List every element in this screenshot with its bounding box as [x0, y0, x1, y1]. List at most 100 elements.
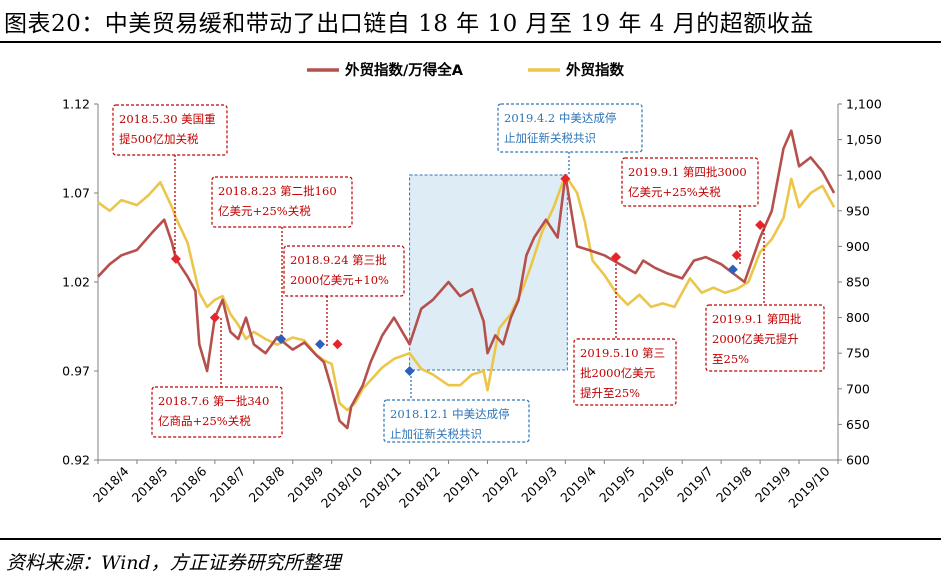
annotation-text: 2018.8.23 第二批160 [218, 184, 337, 198]
legend: 外贸指数/万得全A 外贸指数 [307, 61, 624, 79]
y-tick-right-label: 750 [846, 346, 870, 361]
annotation-text: 亿美元+25%关税 [628, 185, 721, 199]
chart-title: 图表20：中美贸易缓和带动了出口链自 18 年 10 月至 19 年 4 月的超… [4, 11, 814, 37]
annotation-frame [573, 338, 677, 406]
x-tick-label: 2018/6 [168, 463, 210, 505]
x-tick-label: 2018/4 [90, 463, 132, 505]
y-ticks-left: 0.92 0.97 1.02 1.07 1.12 [62, 97, 98, 468]
x-tick-label: 2018/7 [207, 464, 249, 506]
x-tick-label: 2019/7 [674, 464, 716, 506]
annotation-box: 2018.9.24 第三批 2000亿美元+10% [283, 245, 405, 297]
y-tick-left-label: 0.97 [62, 364, 90, 379]
event-marker [332, 339, 343, 350]
event-marker [611, 252, 621, 263]
x-tick-label: 2018/10 [318, 463, 365, 510]
event-marker [731, 250, 742, 261]
annotation-text: 2018.5.30 美国重 [119, 112, 216, 126]
annotation-text: 批2000亿美元 [580, 366, 656, 380]
legend-label-series2: 外贸指数 [566, 61, 624, 79]
source-rule [0, 538, 941, 540]
annotation-frame [705, 304, 825, 372]
y-tick-left-label: 1.02 [62, 275, 90, 290]
annotation-frame [151, 386, 283, 438]
y-tick-right-label: 1,100 [846, 97, 882, 112]
y-tick-right-label: 800 [846, 310, 870, 325]
annotation-text: 亿美元+25%关税 [218, 204, 311, 218]
event-marker [170, 253, 181, 264]
event-marker [727, 264, 738, 275]
y-tick-right-label: 900 [846, 239, 870, 254]
y-tick-left-label: 1.12 [62, 97, 90, 112]
series-lines [97, 129, 836, 430]
x-tick-label: 2018/8 [246, 463, 288, 505]
annotation-box: 2018.7.6 第一批340 亿商品+25%关税 [151, 386, 283, 438]
y-tick-left-label: 1.07 [62, 186, 90, 201]
x-tick-label: 2019/6 [635, 463, 677, 505]
series-line-ratio [97, 129, 836, 430]
annotation-box: 2019.9.1 第四批3000 亿美元+25%关税 [621, 157, 759, 207]
x-tick-label: 2019/3 [518, 464, 560, 506]
annotation-text: 止加征新关税共识 [390, 427, 482, 441]
legend-label-series1: 外贸指数/万得全A [345, 61, 464, 79]
series-line-index [97, 173, 836, 412]
annotation-text: 2019.9.1 第四批3000 [628, 165, 747, 179]
event-markers [170, 173, 766, 376]
x-ticks: 2018/42018/52018/62018/72018/82018/92018… [90, 460, 839, 511]
annotation-text: 2019.9.1 第四批 [712, 312, 802, 326]
source-note: 资料来源：Wind，方正证券研究所整理 [6, 552, 341, 574]
x-tick-label: 2019/10 [785, 463, 832, 510]
x-tick-label: 2019/8 [713, 463, 755, 505]
x-tick-label: 2019/5 [596, 464, 638, 506]
title-rule [0, 41, 941, 43]
x-tick-label: 2018/5 [129, 464, 171, 506]
x-tick-label: 2018/11 [357, 464, 404, 511]
y-tick-right-label: 950 [846, 203, 870, 218]
annotation-frame [621, 157, 759, 207]
annotation-frame [283, 245, 405, 297]
annotation-text: 至25% [712, 352, 749, 366]
event-marker [315, 339, 325, 350]
y-tick-right-label: 850 [846, 275, 870, 290]
chart: 0.92 0.97 1.02 1.07 1.12 600 650 700 750 800 850 9… [62, 61, 882, 511]
annotation-text: 2019.5.10 第三 [580, 346, 665, 360]
x-tick-label: 2019/4 [557, 463, 599, 505]
shaded-period [409, 174, 568, 371]
y-tick-right-label: 1,050 [846, 132, 882, 147]
annotation-frame [383, 399, 530, 443]
annotation-frame [497, 103, 643, 153]
annotation-text: 2019.4.2 中美达成停 [504, 111, 616, 125]
annotation-text: 亿商品+25%关税 [158, 414, 251, 428]
x-tick-label: 2018/12 [396, 464, 443, 511]
annotation-text: 2000亿美元+10% [290, 273, 389, 287]
annotation-text: 提升至25% [580, 386, 640, 400]
event-marker [755, 220, 766, 231]
annotation-text: 2018.7.6 第一批340 [158, 394, 269, 408]
y-tick-right-label: 700 [846, 381, 870, 396]
annotation-text: 止加征新关税共识 [504, 131, 596, 145]
event-marker [276, 333, 287, 344]
event-marker [404, 366, 415, 376]
event-marker [209, 312, 220, 323]
y-ticks-right: 600 650 700 750 800 850 900 950 1,000 1,050 1,100 [838, 97, 882, 468]
y-tick-left-label: 0.92 [62, 453, 90, 468]
annotation-text: 2018.9.24 第三批 [290, 253, 387, 267]
annotation-text: 提500亿加关税 [119, 132, 199, 146]
annotation-leaders [174, 152, 765, 400]
annotation-frame [211, 176, 353, 228]
x-tick-label: 2019/2 [479, 464, 521, 506]
y-tick-right-label: 650 [846, 417, 870, 432]
y-tick-right-label: 1,000 [846, 168, 882, 183]
y-tick-right-label: 600 [846, 453, 870, 468]
annotation-frame [112, 104, 228, 156]
annotation-text: 2018.12.1 中美达成停 [390, 407, 510, 421]
annotation-text: 2000亿美元提升 [712, 332, 799, 346]
x-tick-label: 2019/1 [440, 464, 482, 506]
annotation-box: 2018.8.23 第二批160 亿美元+25%关税 [211, 176, 353, 228]
event-marker [560, 173, 571, 184]
